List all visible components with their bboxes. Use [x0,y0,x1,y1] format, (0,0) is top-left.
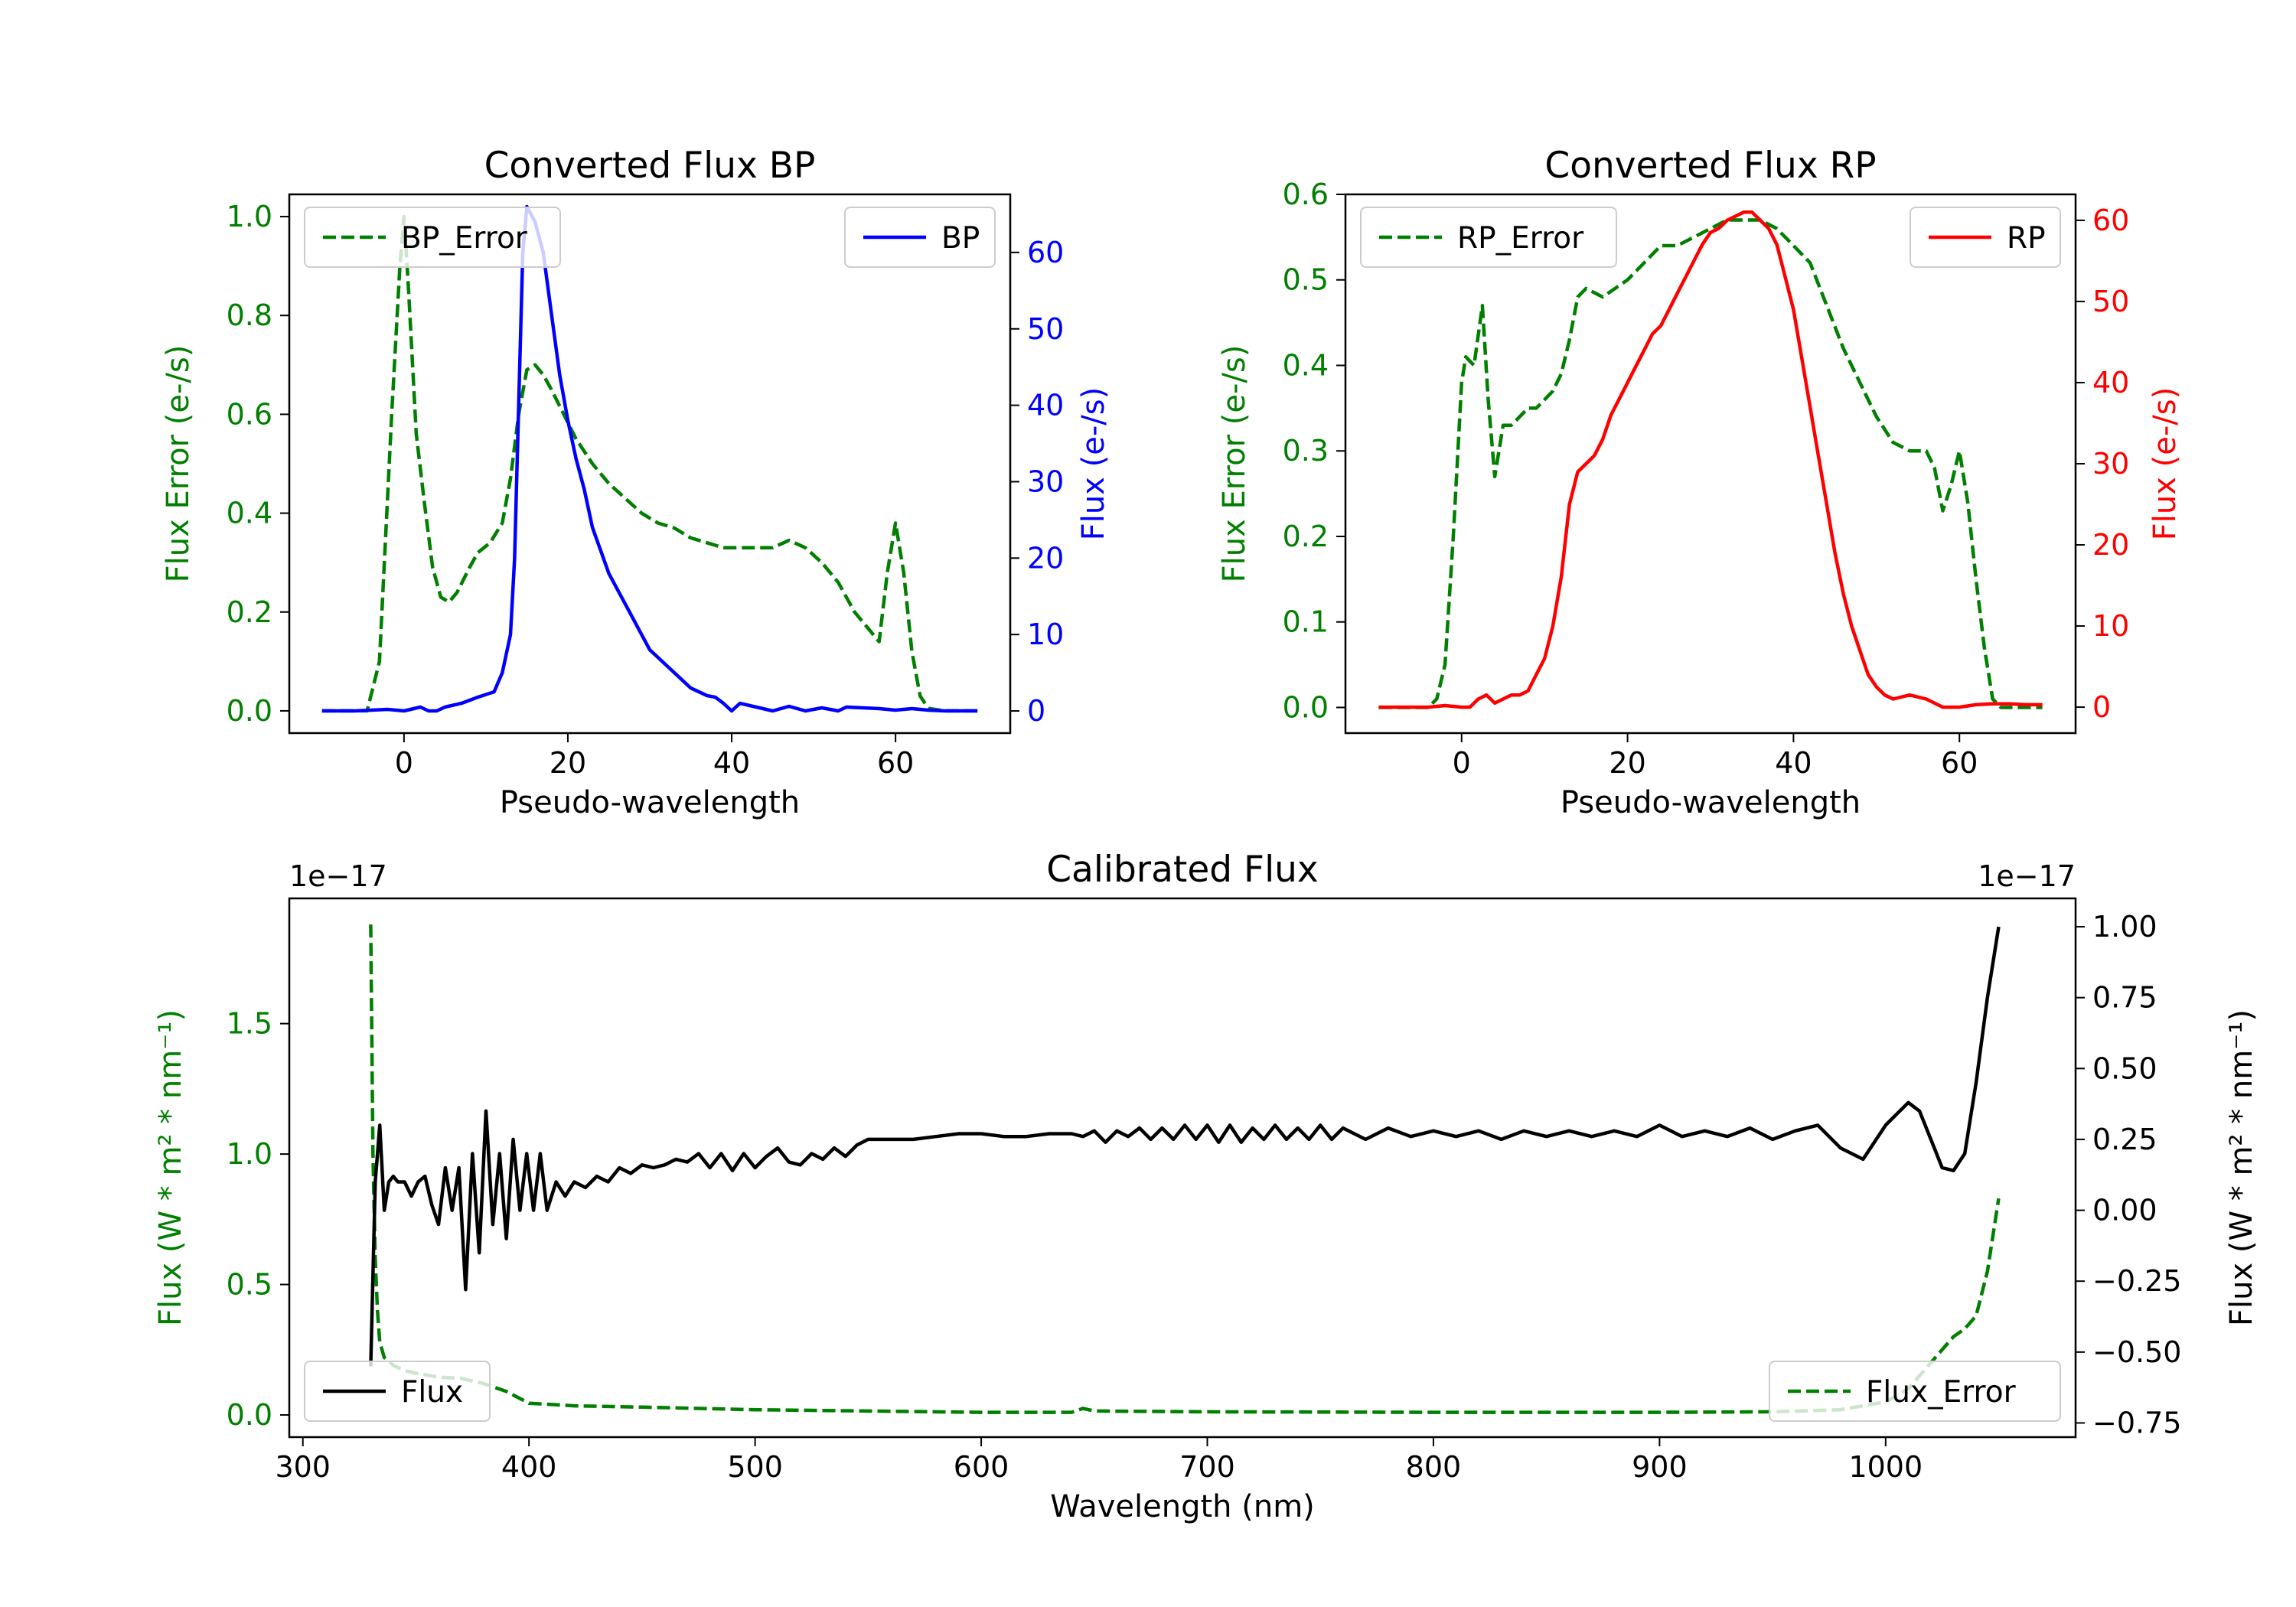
series-line-flux-error [369,924,2001,1414]
y-left-axis-label: Flux Error (e-/s) [1217,345,1252,583]
x-axis-label: Pseudo-wavelength [1561,785,1861,820]
x-tick-label: 900 [1632,1450,1688,1484]
y-right-tick-label: 0 [2092,690,2111,724]
x-axis-label: Wavelength (nm) [1050,1489,1315,1524]
y-right-tick-label: 10 [1027,618,1064,651]
series-line-flux [369,926,2001,1367]
axes-frame [288,897,2077,1439]
y-right-tick-label: 50 [1027,312,1064,346]
x-tick-label: 60 [877,746,914,780]
y-right-tick-label: −0.25 [2092,1264,2181,1298]
y-right-tick-label: 0.75 [2092,981,2157,1015]
y-right-offset-label: 1e−17 [1978,859,2076,893]
y-left-tick-label: 0.1 [1283,605,1329,639]
y-right-tick-label: 50 [2092,285,2129,318]
x-tick-label: 40 [713,746,750,780]
y-left-tick-label: 0.0 [227,694,272,728]
y-left-tick-label: 0.0 [1283,690,1329,724]
y-left-tick-label: 0.4 [227,497,272,530]
x-tick-label: 300 [275,1450,331,1484]
chart-title: Calibrated Flux [1046,849,1319,891]
x-tick-label: 800 [1406,1450,1462,1484]
y-right-axis-label: Flux (e-/s) [2148,387,2183,540]
y-right-tick-label: 60 [2092,204,2129,237]
chart-cal: 300 400 500 600 700 800 900 1000 0.0 0.5 1.0 1.5 −0.… [153,849,2259,1524]
y-left-tick-label: 1.0 [227,1137,272,1171]
y-right-tick-label: 0 [1027,694,1045,728]
y-left-tick-label: 0.5 [227,1268,272,1302]
x-tick-label: 1000 [1848,1450,1923,1484]
y-left-tick-label: 1.5 [227,1007,272,1041]
x-tick-label: 20 [1609,746,1645,780]
y-left-tick-label: 0.6 [227,397,272,431]
y-right-axis-label: Flux (W * m² * nm⁻¹) [2224,1009,2259,1326]
y-right-tick-label: 60 [1027,236,1064,269]
x-tick-label: 700 [1179,1450,1235,1484]
legend-rp: RP [1910,207,2061,268]
legend-label: Flux [401,1375,463,1410]
legend-box [1769,1361,2061,1422]
y-right-tick-label: −0.75 [2092,1406,2181,1439]
y-right-tick-label: 0.50 [2092,1051,2157,1085]
chart-rp: 0 20 40 60 0.0 0.1 0.2 0.3 0.4 0.5 0.6 0 10 20 30 40 50 6… [1217,145,2183,820]
legend-bp-error: BP_Error [304,207,561,268]
x-axis-label: Pseudo-wavelength [500,785,800,820]
axes-frame [288,193,1012,735]
y-right-tick-label: 20 [1027,541,1064,575]
legend-box [304,207,561,268]
chart-title: Converted Flux BP [484,145,816,187]
y-right-tick-label: 40 [1027,389,1064,422]
y-right-tick-label: 0.25 [2092,1123,2157,1156]
y-right-tick-label: 30 [2092,447,2129,481]
y-left-tick-label: 0.2 [1283,520,1329,553]
y-left-tick-label: 0.4 [1283,348,1329,382]
y-left-tick-label: 0.5 [1283,263,1329,297]
y-left-tick-label: 0.6 [1283,178,1329,211]
chart-title: Converted Flux RP [1544,145,1876,187]
y-right-tick-label: 1.00 [2092,910,2157,944]
y-left-tick-label: 1.0 [227,200,272,233]
legend-label: RP_Error [1457,221,1584,256]
x-tick-label: 0 [1453,746,1471,780]
chart-bp: 0 20 40 60 0.0 0.2 0.4 0.6 0.8 1.0 0 10 20 30 40 50 60 Co… [161,145,1111,820]
x-tick-label: 0 [395,746,413,780]
legend-label: BP [941,221,980,256]
series-line-rp [1378,210,2043,709]
legend-flux-error: Flux_Error [1769,1361,2061,1422]
legend-bp: BP [844,207,996,268]
legend-box [304,1361,491,1422]
legend-label: BP_Error [401,221,528,256]
x-tick-label: 40 [1775,746,1812,780]
legend-label: Flux_Error [1866,1375,2017,1410]
x-tick-label: 400 [501,1450,557,1484]
y-right-tick-label: 0.00 [2092,1194,2157,1227]
x-tick-label: 60 [1941,746,1978,780]
y-left-offset-label: 1e−17 [289,859,387,893]
x-tick-label: 20 [550,746,586,780]
x-tick-label: 600 [954,1450,1009,1484]
y-right-tick-label: 40 [2092,366,2129,399]
y-left-axis-label: Flux (W * m² * nm⁻¹) [153,1009,188,1326]
y-right-tick-label: 10 [2092,609,2129,643]
series-line-bp-error [321,214,978,713]
series-line-rp-error [1378,218,2043,709]
y-right-axis-label: Flux (e-/s) [1076,387,1111,540]
y-left-tick-label: 0.0 [227,1398,272,1432]
legend-rp-error: RP_Error [1360,207,1617,268]
y-right-tick-label: −0.50 [2092,1335,2181,1369]
legend-label: RP [2007,221,2046,256]
y-left-tick-label: 0.3 [1283,434,1329,468]
y-right-tick-label: 30 [1027,464,1064,498]
series-line-bp [321,204,978,713]
y-right-tick-label: 20 [2092,528,2129,562]
legend-box [1360,207,1617,268]
x-tick-label: 500 [727,1450,783,1484]
y-left-tick-label: 0.2 [227,595,272,629]
axes-frame [1344,193,2077,735]
y-left-axis-label: Flux Error (e-/s) [161,345,196,583]
legend-flux: Flux [304,1361,491,1422]
y-left-tick-label: 0.8 [227,298,272,332]
